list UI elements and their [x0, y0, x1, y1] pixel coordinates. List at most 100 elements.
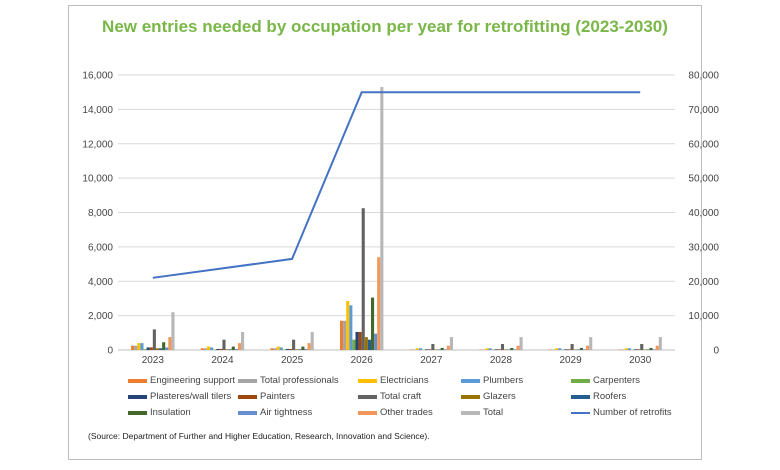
bar-engineering-support	[618, 349, 622, 350]
legend-swatch	[238, 378, 257, 383]
y2-tick-label: 10,000	[688, 311, 719, 322]
y-tick-label: 4,000	[88, 277, 113, 288]
bar-painters	[288, 348, 293, 350]
bar-air-tightness	[582, 349, 587, 350]
bar-carpenters	[213, 349, 217, 350]
bar-glazers	[364, 337, 368, 350]
legend-item: Roofers	[571, 389, 691, 404]
y2-tick-label: 70,000	[688, 105, 719, 116]
legend-item: Electricians	[358, 373, 461, 388]
bar-glazers	[434, 349, 438, 350]
bar-total-craft	[500, 343, 505, 350]
bar-electricians	[624, 348, 628, 350]
bar-air-tightness	[443, 349, 447, 350]
bar-total-professionals	[273, 348, 277, 350]
bar-air-tightness	[165, 347, 169, 350]
legend-swatch	[128, 378, 147, 383]
bar-roofers	[437, 349, 441, 350]
bar-total	[171, 312, 175, 350]
bar-electricians	[415, 348, 419, 350]
bar-plumbers	[418, 348, 423, 350]
legend-swatch	[461, 378, 480, 383]
legend-item: Total craft	[358, 389, 461, 404]
bar-engineering-support	[548, 349, 552, 350]
bar-insulation	[162, 342, 166, 350]
y2-tick-label: 30,000	[688, 242, 719, 253]
legend-swatch	[358, 410, 377, 415]
legend-item: Total professionals	[238, 373, 358, 388]
bar-plasteres-wall-tilers	[146, 347, 150, 350]
bar-other-trades	[586, 345, 590, 350]
bar-roofers	[298, 349, 302, 350]
bar-plumbers	[279, 347, 283, 350]
x-tick-label: 2027	[420, 355, 443, 366]
bar-insulation	[649, 347, 653, 350]
legend-swatch	[238, 410, 257, 415]
legend-swatch	[461, 394, 480, 399]
bar-roofers	[646, 349, 650, 350]
bar-painters	[428, 349, 432, 350]
x-tick-label: 2029	[559, 355, 582, 366]
bar-total-craft	[361, 208, 365, 350]
bar-painters	[567, 349, 571, 350]
bar-painters	[219, 348, 223, 350]
bar-roofers	[228, 349, 232, 350]
bar-total-craft	[292, 339, 296, 350]
legend-item: Air tightness	[238, 405, 358, 420]
legend-item: Insulation	[128, 405, 238, 420]
bar-plasteres-wall-tilers	[633, 349, 638, 350]
legend-swatch	[461, 410, 480, 415]
title-text: New entries needed by occupation per yea…	[102, 17, 668, 36]
bar-electricians	[276, 346, 280, 350]
y2-tick-label: 0	[713, 346, 719, 357]
legend-label: Other trades	[380, 407, 433, 418]
bar-other-trades	[446, 345, 450, 350]
y-tick-label: 12,000	[82, 139, 113, 150]
legend-item: Number of retrofits	[571, 405, 691, 420]
legend-label: Engineering support	[150, 375, 236, 386]
x-tick-label: 2028	[490, 355, 513, 366]
y-tick-label: 14,000	[82, 105, 113, 116]
bar-insulation	[301, 346, 305, 350]
bar-roofers	[367, 339, 371, 350]
bar-total-professionals	[203, 348, 207, 350]
bar-other-trades	[516, 345, 520, 350]
bar-total-professionals	[551, 349, 556, 350]
chart-frame	[68, 5, 702, 460]
bar-plasteres-wall-tilers	[494, 349, 498, 350]
legend-swatch	[128, 410, 147, 415]
legend-swatch	[238, 394, 257, 399]
bar-electricians	[206, 346, 211, 350]
bar-insulation	[440, 347, 444, 350]
bar-other-trades	[377, 257, 381, 350]
bar-plasteres-wall-tilers	[425, 349, 429, 350]
bar-carpenters	[352, 339, 356, 350]
bar-glazers	[225, 349, 229, 350]
chart-title: New entries needed by occupation per yea…	[68, 14, 702, 39]
bar-total	[380, 87, 384, 350]
bar-total-professionals	[134, 345, 138, 350]
y-tick-label: 2,000	[88, 311, 113, 322]
legend-label: Roofers	[593, 391, 627, 402]
legend-label: Total	[483, 407, 504, 418]
source-note: (Source: Department of Further and Highe…	[88, 431, 430, 441]
legend-item: Carpenters	[571, 373, 691, 388]
bar-total-professionals	[621, 349, 625, 350]
bar-engineering-support	[479, 349, 483, 350]
bar-plasteres-wall-tilers	[285, 348, 289, 350]
bar-total	[589, 337, 593, 350]
bar-plasteres-wall-tilers	[355, 331, 359, 350]
legend-label: Total craft	[380, 391, 422, 402]
y-tick-label: 6,000	[88, 242, 113, 253]
bar-total	[449, 337, 454, 350]
legend-item: Plumbers	[461, 373, 571, 388]
bar-carpenters	[143, 349, 147, 350]
legend-label: Plasteres/wall tilers	[150, 391, 232, 402]
bar-glazers	[504, 349, 508, 350]
bar-glazers	[155, 348, 160, 350]
bar-other-trades	[237, 343, 242, 350]
bar-total-craft	[640, 343, 644, 350]
y2-tick-label: 40,000	[688, 208, 719, 219]
x-tick-label: 2026	[351, 355, 374, 366]
